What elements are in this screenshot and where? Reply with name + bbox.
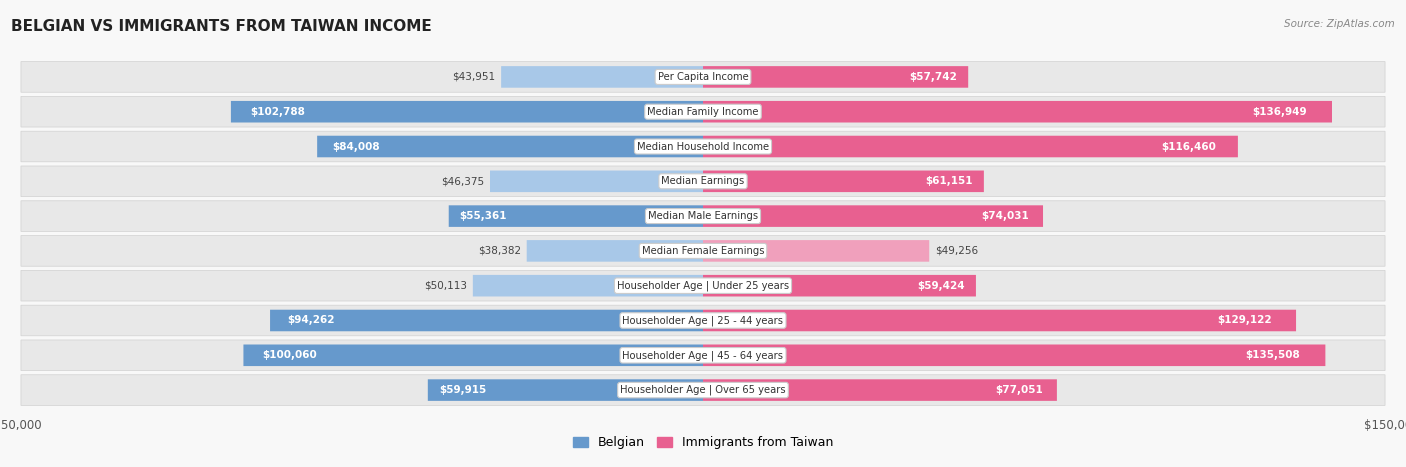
FancyBboxPatch shape bbox=[703, 275, 976, 297]
Text: $136,949: $136,949 bbox=[1253, 107, 1306, 117]
Text: BELGIAN VS IMMIGRANTS FROM TAIWAN INCOME: BELGIAN VS IMMIGRANTS FROM TAIWAN INCOME bbox=[11, 19, 432, 34]
FancyBboxPatch shape bbox=[21, 375, 1385, 405]
Text: $129,122: $129,122 bbox=[1218, 316, 1272, 325]
FancyBboxPatch shape bbox=[703, 136, 1237, 157]
FancyBboxPatch shape bbox=[703, 66, 969, 88]
FancyBboxPatch shape bbox=[427, 379, 703, 401]
Legend: Belgian, Immigrants from Taiwan: Belgian, Immigrants from Taiwan bbox=[568, 432, 838, 454]
Text: $100,060: $100,060 bbox=[262, 350, 316, 360]
Text: $77,051: $77,051 bbox=[995, 385, 1043, 395]
Text: Householder Age | Under 25 years: Householder Age | Under 25 years bbox=[617, 281, 789, 291]
FancyBboxPatch shape bbox=[21, 270, 1385, 301]
FancyBboxPatch shape bbox=[703, 379, 1057, 401]
FancyBboxPatch shape bbox=[703, 170, 984, 192]
Text: $102,788: $102,788 bbox=[250, 107, 305, 117]
Text: $84,008: $84,008 bbox=[333, 142, 380, 151]
FancyBboxPatch shape bbox=[527, 240, 703, 262]
FancyBboxPatch shape bbox=[703, 240, 929, 262]
FancyBboxPatch shape bbox=[243, 345, 703, 366]
FancyBboxPatch shape bbox=[21, 201, 1385, 232]
Text: Median Family Income: Median Family Income bbox=[647, 107, 759, 117]
FancyBboxPatch shape bbox=[21, 62, 1385, 92]
Text: $38,382: $38,382 bbox=[478, 246, 522, 256]
Text: $46,375: $46,375 bbox=[441, 177, 485, 186]
Text: Median Household Income: Median Household Income bbox=[637, 142, 769, 151]
FancyBboxPatch shape bbox=[472, 275, 703, 297]
Text: $59,915: $59,915 bbox=[439, 385, 486, 395]
Text: $50,113: $50,113 bbox=[425, 281, 467, 290]
Text: $43,951: $43,951 bbox=[453, 72, 496, 82]
Text: Householder Age | Over 65 years: Householder Age | Over 65 years bbox=[620, 385, 786, 396]
FancyBboxPatch shape bbox=[703, 101, 1331, 122]
FancyBboxPatch shape bbox=[318, 136, 703, 157]
Text: Median Female Earnings: Median Female Earnings bbox=[641, 246, 765, 256]
Text: $57,742: $57,742 bbox=[910, 72, 957, 82]
FancyBboxPatch shape bbox=[21, 166, 1385, 197]
FancyBboxPatch shape bbox=[21, 305, 1385, 336]
Text: Per Capita Income: Per Capita Income bbox=[658, 72, 748, 82]
Text: $116,460: $116,460 bbox=[1161, 142, 1216, 151]
Text: $49,256: $49,256 bbox=[935, 246, 977, 256]
Text: Householder Age | 25 - 44 years: Householder Age | 25 - 44 years bbox=[623, 315, 783, 326]
FancyBboxPatch shape bbox=[501, 66, 703, 88]
FancyBboxPatch shape bbox=[449, 205, 703, 227]
FancyBboxPatch shape bbox=[491, 170, 703, 192]
FancyBboxPatch shape bbox=[21, 96, 1385, 127]
Text: Median Male Earnings: Median Male Earnings bbox=[648, 211, 758, 221]
Text: Householder Age | 45 - 64 years: Householder Age | 45 - 64 years bbox=[623, 350, 783, 361]
Text: Source: ZipAtlas.com: Source: ZipAtlas.com bbox=[1284, 19, 1395, 28]
FancyBboxPatch shape bbox=[21, 131, 1385, 162]
FancyBboxPatch shape bbox=[703, 345, 1326, 366]
Text: Median Earnings: Median Earnings bbox=[661, 177, 745, 186]
FancyBboxPatch shape bbox=[21, 340, 1385, 371]
Text: $94,262: $94,262 bbox=[287, 316, 335, 325]
Text: $135,508: $135,508 bbox=[1246, 350, 1301, 360]
Text: $59,424: $59,424 bbox=[917, 281, 965, 290]
FancyBboxPatch shape bbox=[703, 310, 1296, 331]
FancyBboxPatch shape bbox=[270, 310, 703, 331]
FancyBboxPatch shape bbox=[21, 235, 1385, 266]
FancyBboxPatch shape bbox=[703, 205, 1043, 227]
Text: $55,361: $55,361 bbox=[458, 211, 506, 221]
Text: $61,151: $61,151 bbox=[925, 177, 973, 186]
FancyBboxPatch shape bbox=[231, 101, 703, 122]
Text: $74,031: $74,031 bbox=[981, 211, 1029, 221]
